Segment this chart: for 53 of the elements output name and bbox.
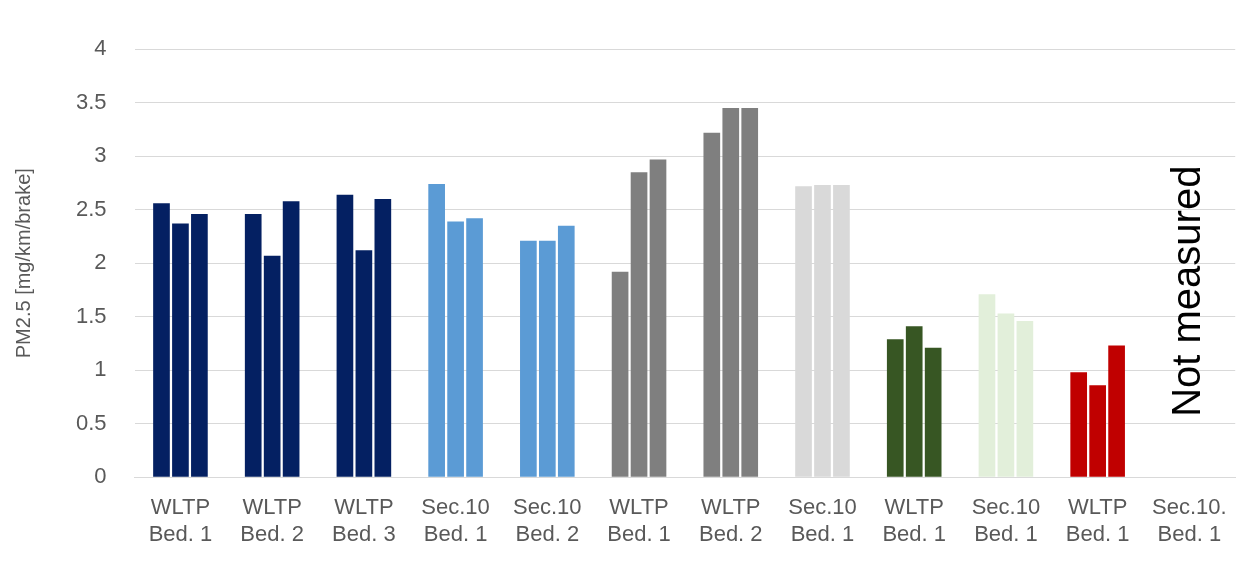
bar <box>557 225 575 477</box>
bar <box>520 240 537 477</box>
bar <box>978 294 996 477</box>
bar <box>1089 385 1106 477</box>
y-tick-label: 1 <box>94 356 107 382</box>
x-tick-label: Sec.10 Bed. 1 <box>971 494 1041 546</box>
y-axis-title: PM2.5 [mg/km/brake] <box>11 168 34 359</box>
x-tick-label: WLTP Bed. 1 <box>607 494 671 546</box>
bar <box>336 194 354 477</box>
bar <box>466 218 483 477</box>
bar <box>905 326 923 477</box>
bar <box>428 184 445 477</box>
x-tick-label: WLTP Bed. 1 <box>148 494 213 546</box>
bar <box>355 250 373 477</box>
bar <box>722 108 740 477</box>
bar <box>191 213 208 477</box>
annotation: Not measured <box>1164 165 1209 417</box>
bar <box>263 255 281 477</box>
y-tick-label: 3 <box>94 142 107 168</box>
y-tick-label: 4 <box>94 35 107 61</box>
x-tick-label: WLTP Bed. 1 <box>882 494 947 546</box>
bar <box>244 213 262 477</box>
bar <box>997 313 1015 477</box>
y-tick-label: 2.5 <box>75 195 107 221</box>
bar <box>282 201 300 477</box>
bar <box>741 108 759 477</box>
bar <box>886 339 904 477</box>
x-tick-label: Sec.10. Bed. 1 <box>1152 494 1227 546</box>
bar <box>611 271 629 477</box>
x-tick-label: Sec.10 Bed. 1 <box>788 494 857 546</box>
bar <box>1108 345 1125 477</box>
x-tick-label: Sec.10 Bed. 1 <box>421 494 490 546</box>
bar <box>1070 372 1088 477</box>
x-tick-label: WLTP Bed. 1 <box>1065 494 1130 546</box>
bar <box>447 221 464 477</box>
y-tick-label: 2 <box>94 249 107 275</box>
bar <box>703 132 721 477</box>
bar <box>924 347 942 477</box>
bar <box>538 240 556 477</box>
bar <box>172 223 189 477</box>
x-tick-label: WLTP Bed. 2 <box>240 494 304 546</box>
y-tick-label: 3.5 <box>75 88 107 114</box>
bar <box>1016 320 1034 477</box>
y-tick-label: 0.5 <box>75 409 107 435</box>
y-tick-label: 1.5 <box>75 302 107 328</box>
x-tick-label: WLTP Bed. 2 <box>698 494 763 546</box>
bar <box>630 172 648 477</box>
x-tick-label: WLTP Bed. 3 <box>332 494 396 546</box>
bar <box>374 199 392 477</box>
bar <box>649 159 667 477</box>
bar <box>153 203 170 477</box>
y-tick-label: 0 <box>94 463 107 489</box>
x-tick-label: Sec.10 Bed. 2 <box>513 494 582 546</box>
